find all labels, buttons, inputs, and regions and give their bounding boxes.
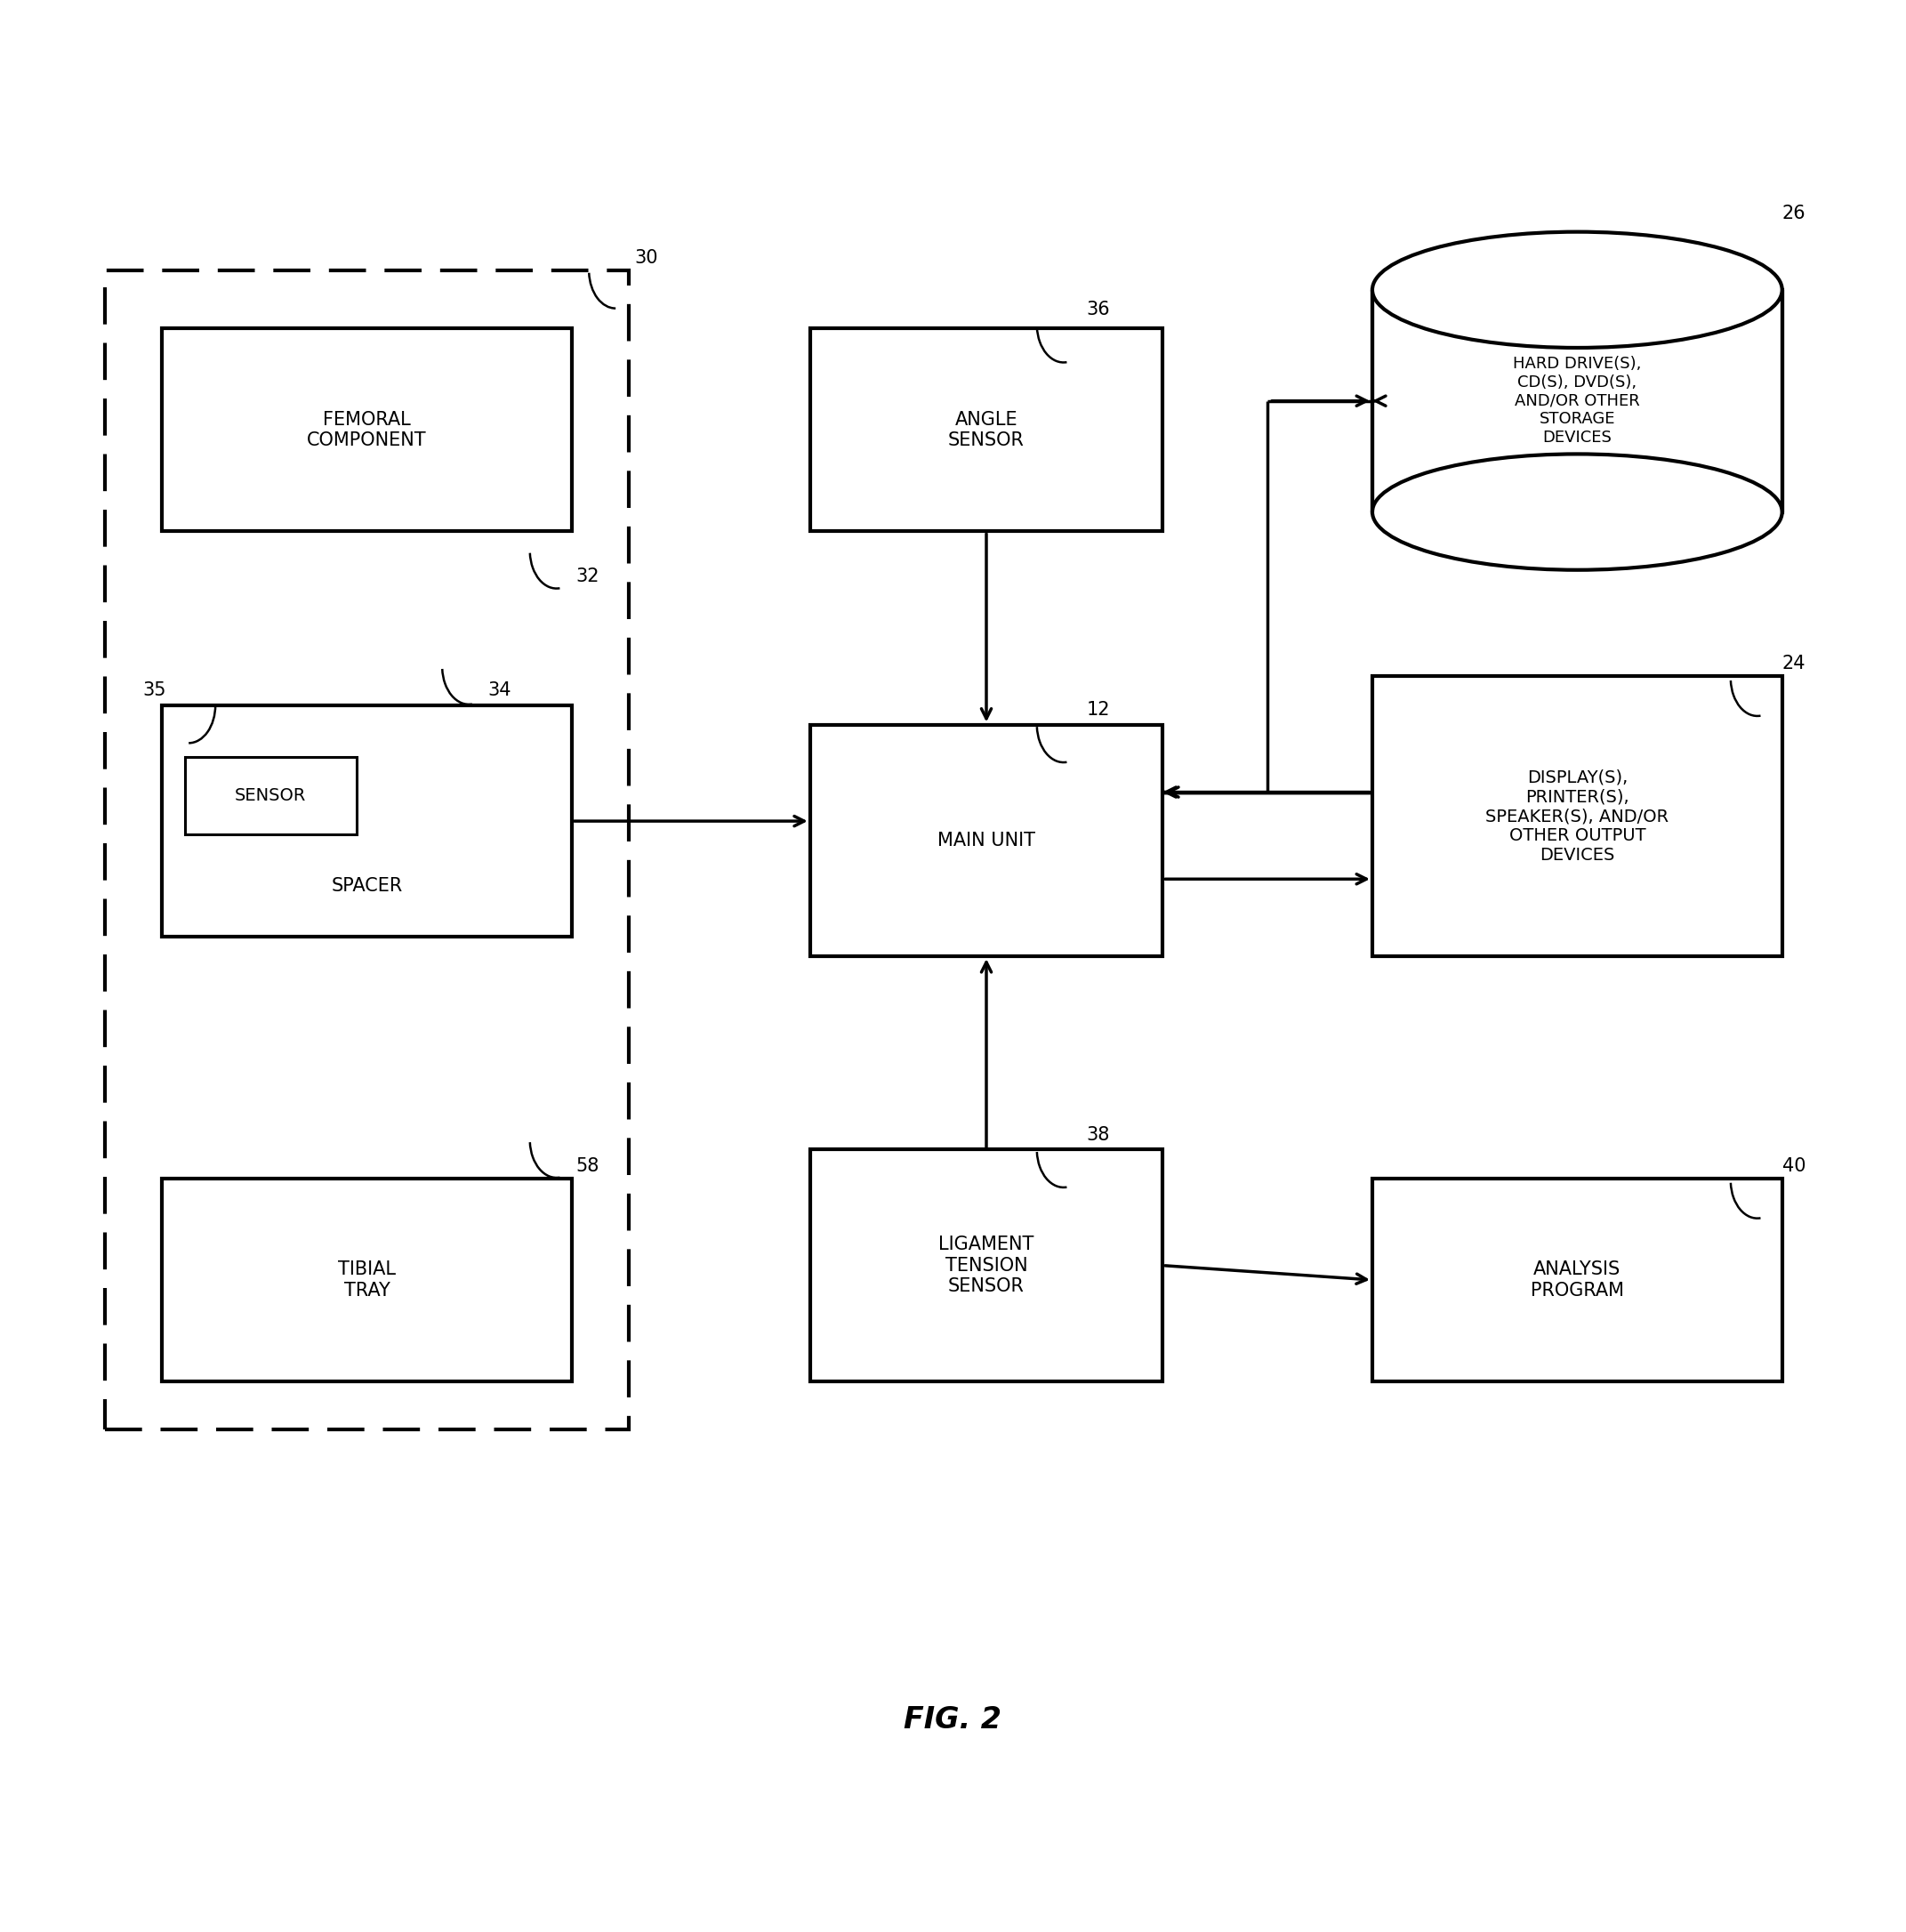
Text: 34: 34 [488, 682, 511, 699]
Text: LIGAMENT
TENSION
SENSOR: LIGAMENT TENSION SENSOR [938, 1236, 1035, 1294]
Text: SENSOR: SENSOR [234, 788, 307, 804]
Bar [810, 1150, 1163, 1381]
Bar [162, 705, 572, 937]
Text: 58: 58 [576, 1157, 598, 1175]
Text: 40: 40 [1782, 1157, 1805, 1175]
Text: SPACER: SPACER [332, 877, 402, 895]
Bar [1372, 676, 1782, 956]
Text: MAIN UNIT: MAIN UNIT [938, 831, 1035, 850]
Text: ANGLE
SENSOR: ANGLE SENSOR [947, 412, 1025, 448]
Bar [162, 1179, 572, 1381]
Text: 38: 38 [1086, 1126, 1109, 1144]
Text: FIG. 2: FIG. 2 [903, 1704, 1003, 1735]
Text: 26: 26 [1782, 205, 1805, 222]
Ellipse shape [1372, 232, 1782, 348]
Text: 35: 35 [143, 682, 166, 699]
Text: 12: 12 [1086, 701, 1109, 719]
Text: FEMORAL
COMPONENT: FEMORAL COMPONENT [307, 412, 427, 448]
Bar [1372, 290, 1782, 512]
Bar [162, 328, 572, 531]
Bar [810, 328, 1163, 531]
Text: HARD DRIVE(S),
CD(S), DVD(S),
AND/OR OTHER
STORAGE
DEVICES: HARD DRIVE(S), CD(S), DVD(S), AND/OR OTH… [1513, 355, 1641, 446]
Bar [185, 757, 356, 835]
Text: DISPLAY(S),
PRINTER(S),
SPEAKER(S), AND/OR
OTHER OUTPUT
DEVICES: DISPLAY(S), PRINTER(S), SPEAKER(S), AND/… [1485, 769, 1670, 864]
Bar [810, 724, 1163, 956]
Text: ANALYSIS
PROGRAM: ANALYSIS PROGRAM [1531, 1262, 1624, 1298]
Ellipse shape [1372, 454, 1782, 570]
Text: TIBIAL
TRAY: TIBIAL TRAY [337, 1262, 396, 1298]
Bar [105, 270, 629, 1430]
Bar [1372, 1179, 1782, 1381]
Text: 36: 36 [1086, 301, 1109, 319]
Text: 30: 30 [635, 249, 658, 267]
Text: 24: 24 [1782, 655, 1805, 672]
Text: 32: 32 [576, 568, 598, 585]
